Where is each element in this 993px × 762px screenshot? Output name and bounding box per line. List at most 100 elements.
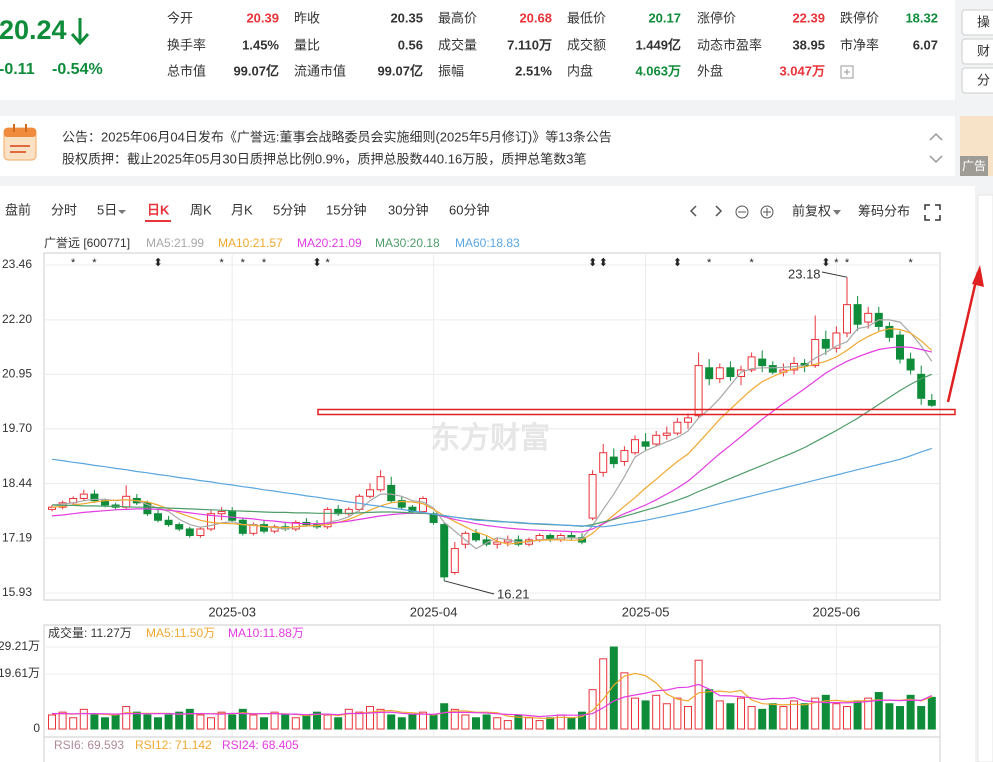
volume-bar[interactable] — [238, 708, 247, 730]
volume-bar[interactable] — [800, 703, 809, 730]
candle-body[interactable] — [832, 332, 841, 349]
candle-body[interactable] — [175, 524, 184, 530]
volume-bar[interactable] — [461, 714, 470, 730]
volume-bar[interactable] — [313, 711, 321, 730]
volume-bar[interactable] — [48, 714, 56, 730]
volume-bar[interactable] — [811, 697, 820, 730]
tab[interactable]: 60分钟 — [449, 202, 489, 217]
candle-body[interactable] — [737, 369, 745, 378]
candle-body[interactable] — [122, 495, 131, 508]
volume-bar[interactable] — [132, 711, 141, 730]
candle-body[interactable] — [673, 421, 682, 434]
volume-bar[interactable] — [249, 714, 258, 730]
volume-bar[interactable] — [228, 714, 237, 730]
candle-body[interactable] — [715, 367, 724, 380]
volume-bar[interactable] — [366, 706, 374, 730]
volume-bar[interactable] — [790, 700, 798, 730]
candle-body[interactable] — [461, 532, 470, 545]
volume-bar[interactable] — [715, 700, 724, 730]
volume-bar[interactable] — [652, 694, 661, 730]
notice-line[interactable]: 股权质押：截止2025年05月30日质押总比例0.9%，质押总股数440.16万… — [62, 151, 586, 166]
volume-bar[interactable] — [207, 717, 215, 730]
candle-body[interactable] — [376, 476, 385, 491]
candle-body[interactable] — [599, 452, 608, 473]
candle-body[interactable] — [260, 524, 268, 532]
volume-bar[interactable] — [737, 697, 745, 730]
candle-body[interactable] — [185, 528, 194, 537]
volume-bar[interactable] — [90, 714, 99, 730]
event-marker[interactable]: * — [845, 257, 850, 269]
candle-body[interactable] — [927, 399, 936, 406]
volume-bar[interactable] — [175, 711, 184, 730]
candle-body[interactable] — [366, 489, 374, 497]
notice-line[interactable]: 公告：2025年06月04日发布《广誉远:董事会战略委员会实施细则(2025年5… — [62, 129, 612, 144]
volume-bar[interactable] — [874, 692, 883, 730]
volume-bar[interactable] — [79, 708, 88, 730]
volume-bar[interactable] — [450, 708, 459, 730]
event-marker[interactable]: * — [707, 257, 712, 269]
candle-body[interactable] — [652, 434, 661, 445]
event-marker[interactable]: * — [219, 257, 224, 269]
volume-bar[interactable] — [493, 717, 502, 730]
volume-bar[interactable] — [482, 714, 491, 730]
candle-body[interactable] — [641, 441, 650, 447]
side-button[interactable] — [961, 67, 993, 94]
volume-bar[interactable] — [270, 711, 279, 730]
candle-body[interactable] — [726, 367, 735, 378]
tab[interactable]: 周K — [190, 202, 212, 217]
candle-body[interactable] — [917, 373, 926, 399]
volume-bar[interactable] — [609, 646, 618, 730]
volume-bar[interactable] — [196, 714, 205, 730]
volume-bar[interactable] — [896, 706, 904, 730]
candle-body[interactable] — [631, 439, 639, 454]
candle-body[interactable] — [620, 450, 629, 462]
candle-body[interactable] — [684, 417, 692, 423]
volume-bar[interactable] — [599, 658, 608, 730]
volume-bar[interactable] — [69, 717, 78, 730]
volume-bar[interactable] — [429, 714, 438, 730]
volume-bar[interactable] — [101, 717, 109, 730]
candle-body[interactable] — [758, 358, 767, 367]
candle-body[interactable] — [79, 493, 88, 499]
candle-body[interactable] — [397, 500, 406, 508]
candle-body[interactable] — [196, 528, 205, 537]
pan-buttons[interactable] — [689, 205, 723, 217]
volume-bar[interactable] — [927, 696, 936, 730]
volume-bar[interactable] — [578, 711, 586, 730]
volume-bar[interactable] — [588, 689, 597, 730]
candle-body[interactable] — [440, 524, 449, 578]
candle-body[interactable] — [154, 513, 162, 521]
candle-body[interactable] — [694, 365, 703, 417]
volume-bar[interactable] — [917, 706, 926, 730]
candle-body[interactable] — [493, 541, 502, 545]
volume-bar[interactable] — [758, 708, 767, 730]
volume-bar[interactable] — [58, 711, 67, 730]
volume-bar[interactable] — [344, 708, 353, 730]
event-marker[interactable]: ⬍ — [821, 257, 830, 269]
volume-bar[interactable] — [111, 714, 120, 730]
volume-bar[interactable] — [726, 703, 735, 730]
tab[interactable]: 日K — [147, 202, 170, 217]
candle-body[interactable] — [885, 325, 894, 338]
volume-bar[interactable] — [853, 700, 862, 730]
volume-bar[interactable] — [768, 703, 777, 730]
volume-bar[interactable] — [673, 697, 682, 730]
volume-bar[interactable] — [291, 717, 300, 730]
volume-bar[interactable] — [281, 714, 290, 730]
candle-body[interactable] — [323, 508, 332, 528]
volume-bar[interactable] — [185, 708, 194, 730]
tab[interactable]: 15分钟 — [326, 202, 366, 217]
candle-body[interactable] — [747, 356, 756, 371]
tab[interactable]: 分时 — [51, 202, 77, 217]
candle-body[interactable] — [588, 474, 597, 519]
candle-body[interactable] — [853, 304, 862, 325]
event-marker[interactable]: * — [241, 257, 246, 269]
event-marker[interactable]: * — [834, 257, 839, 269]
volume-bar[interactable] — [535, 720, 544, 730]
volume-bar[interactable] — [832, 703, 841, 730]
volume-bar[interactable] — [260, 717, 268, 730]
candle-body[interactable] — [864, 312, 873, 323]
volume-bar[interactable] — [376, 708, 385, 730]
volume-bar[interactable] — [546, 717, 555, 730]
volume-bar[interactable] — [355, 711, 364, 730]
